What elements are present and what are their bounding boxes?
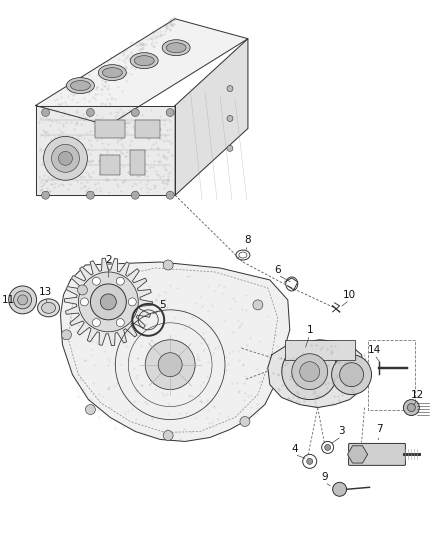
- Circle shape: [86, 109, 95, 117]
- Text: 14: 14: [368, 345, 381, 355]
- Circle shape: [166, 109, 174, 117]
- Text: 10: 10: [343, 290, 356, 300]
- Ellipse shape: [42, 302, 56, 313]
- Circle shape: [92, 277, 100, 285]
- FancyBboxPatch shape: [130, 150, 145, 175]
- Polygon shape: [35, 19, 248, 125]
- Ellipse shape: [38, 299, 60, 317]
- Polygon shape: [64, 258, 152, 345]
- Circle shape: [59, 151, 72, 165]
- Text: 13: 13: [39, 287, 52, 297]
- Circle shape: [52, 144, 79, 172]
- Polygon shape: [348, 446, 367, 463]
- Circle shape: [85, 405, 95, 415]
- Text: 3: 3: [338, 426, 345, 437]
- Circle shape: [292, 354, 328, 390]
- Circle shape: [227, 116, 233, 122]
- Circle shape: [86, 191, 95, 199]
- Text: 6: 6: [275, 265, 281, 275]
- FancyBboxPatch shape: [349, 443, 406, 465]
- Text: 8: 8: [244, 235, 251, 245]
- Polygon shape: [175, 39, 248, 195]
- Ellipse shape: [71, 80, 90, 91]
- Circle shape: [128, 298, 136, 306]
- Text: 5: 5: [159, 300, 166, 310]
- Circle shape: [166, 191, 174, 199]
- Circle shape: [158, 353, 182, 377]
- Circle shape: [43, 136, 88, 180]
- Circle shape: [300, 362, 320, 382]
- Text: 1: 1: [307, 325, 313, 335]
- Text: 12: 12: [411, 390, 424, 400]
- Ellipse shape: [102, 68, 122, 78]
- Circle shape: [42, 109, 49, 117]
- Circle shape: [163, 260, 173, 270]
- Circle shape: [339, 362, 364, 386]
- Circle shape: [227, 86, 233, 92]
- Circle shape: [332, 355, 371, 394]
- Circle shape: [332, 482, 346, 496]
- Text: 11: 11: [2, 295, 15, 305]
- Text: 9: 9: [321, 472, 328, 482]
- Ellipse shape: [130, 53, 158, 69]
- Circle shape: [78, 285, 88, 295]
- Circle shape: [81, 298, 88, 306]
- Circle shape: [9, 286, 37, 314]
- Circle shape: [325, 445, 331, 450]
- Ellipse shape: [162, 40, 190, 55]
- Circle shape: [270, 365, 280, 375]
- Polygon shape: [35, 106, 175, 195]
- Text: 2: 2: [105, 255, 112, 265]
- Circle shape: [240, 416, 250, 426]
- Ellipse shape: [67, 78, 95, 94]
- Text: 4: 4: [291, 445, 298, 455]
- Circle shape: [407, 403, 415, 411]
- Circle shape: [100, 294, 117, 310]
- FancyBboxPatch shape: [285, 340, 355, 360]
- Circle shape: [131, 109, 139, 117]
- Circle shape: [92, 319, 100, 327]
- Polygon shape: [60, 262, 290, 441]
- Circle shape: [227, 146, 233, 151]
- Circle shape: [42, 191, 49, 199]
- Circle shape: [253, 300, 263, 310]
- Circle shape: [117, 319, 124, 327]
- FancyBboxPatch shape: [95, 120, 125, 139]
- Circle shape: [78, 272, 138, 332]
- Ellipse shape: [134, 55, 154, 66]
- FancyBboxPatch shape: [135, 120, 160, 139]
- Circle shape: [145, 340, 195, 390]
- Circle shape: [14, 291, 32, 309]
- Polygon shape: [268, 340, 364, 408]
- Circle shape: [163, 431, 173, 440]
- Ellipse shape: [166, 43, 186, 53]
- Ellipse shape: [99, 64, 126, 80]
- Text: 7: 7: [376, 424, 383, 434]
- FancyBboxPatch shape: [100, 155, 120, 175]
- Circle shape: [403, 400, 419, 416]
- Circle shape: [90, 284, 126, 320]
- Circle shape: [61, 330, 71, 340]
- Circle shape: [117, 277, 124, 285]
- Circle shape: [307, 458, 313, 464]
- Circle shape: [131, 191, 139, 199]
- Circle shape: [18, 295, 28, 305]
- Circle shape: [282, 344, 338, 400]
